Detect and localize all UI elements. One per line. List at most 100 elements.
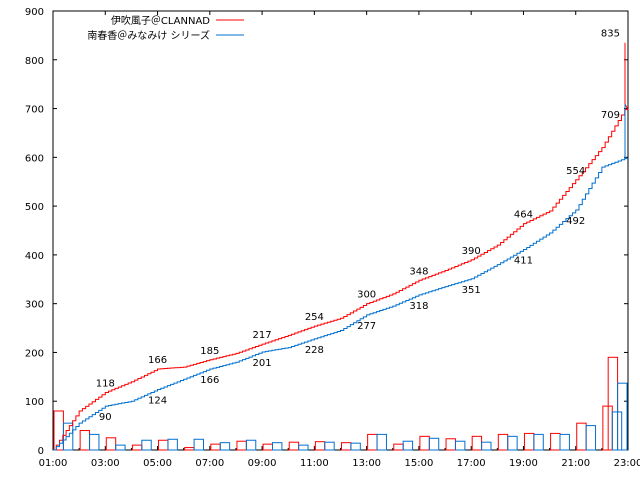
hourly-bar xyxy=(523,432,535,451)
hourly-bar xyxy=(193,438,205,451)
hourly-bar xyxy=(402,440,414,451)
data-label: 90 xyxy=(99,412,112,423)
y-tick-label: 300 xyxy=(25,300,44,311)
cumulative-lines xyxy=(53,42,629,451)
hourly-bar xyxy=(428,437,440,451)
x-tick-label: 17:00 xyxy=(457,458,486,469)
hourly-bar xyxy=(559,433,570,451)
hourly-bar xyxy=(272,442,283,451)
data-label: 166 xyxy=(200,375,219,386)
hourly-bar xyxy=(607,356,619,451)
data-labels: 118 166 185 217 254 300 348 390 464 554 835 90 124 16… xyxy=(96,29,620,423)
data-label: 464 xyxy=(514,210,533,221)
data-label: 348 xyxy=(409,266,428,277)
y-tick-label: 700 xyxy=(25,105,44,116)
legend: 伊吹風子＠CLANNAD 南春香＠みなみけ シリーズ xyxy=(87,14,244,42)
data-label: 835 xyxy=(601,29,620,40)
hourly-bar xyxy=(393,443,404,451)
data-label: 277 xyxy=(357,321,376,332)
hourly-bar xyxy=(341,442,352,451)
hourly-bar xyxy=(89,433,100,451)
hourly-bar xyxy=(602,405,613,451)
data-label: 254 xyxy=(305,312,324,323)
x-tick-label: 05:00 xyxy=(143,458,172,469)
hourly-bar xyxy=(445,438,456,451)
hourly-bar xyxy=(471,435,483,451)
y-tick-label: 0 xyxy=(38,446,44,457)
y-tick-label: 100 xyxy=(25,397,44,408)
y-tick-label: 900 xyxy=(25,7,44,18)
hourly-bar xyxy=(79,429,91,451)
data-label: 709 xyxy=(601,110,620,121)
legend-label: 伊吹風子＠CLANNAD xyxy=(111,14,210,27)
y-tick-label: 800 xyxy=(25,56,44,67)
y-tick-label: 500 xyxy=(25,202,44,213)
y-tick-label: 600 xyxy=(25,153,44,164)
x-tick-label: 15:00 xyxy=(404,458,433,469)
hourly-bar xyxy=(219,442,231,451)
hourly-bar xyxy=(53,410,64,451)
hourly-bar xyxy=(481,441,492,451)
hourly-bar xyxy=(324,441,335,451)
hourly-bar xyxy=(62,422,74,451)
hourly-bar xyxy=(585,425,597,451)
hourly-bar xyxy=(210,443,221,451)
hourly-bar xyxy=(141,439,152,451)
y-tick-label: 200 xyxy=(25,348,44,359)
series-line-2 xyxy=(53,104,629,451)
y-tick-label: 400 xyxy=(25,251,44,262)
hourly-bar xyxy=(115,444,126,451)
axes: 0 100 200 300 400 500 600 700 800 900 01:00 03:00 05… xyxy=(25,7,640,469)
x-tick-label: 11:00 xyxy=(300,458,329,469)
hourly-bar xyxy=(314,441,326,451)
data-label: 411 xyxy=(514,256,533,267)
hourly-bar xyxy=(131,444,143,451)
x-tick-label: 01:00 xyxy=(39,458,68,469)
hourly-bars xyxy=(53,356,628,451)
hourly-bar xyxy=(507,435,518,451)
hourly-bar xyxy=(184,447,195,451)
hourly-bar xyxy=(617,382,628,451)
hourly-bar xyxy=(419,435,430,451)
series-line-1 xyxy=(53,42,629,451)
hourly-bar xyxy=(298,444,309,451)
hourly-bar xyxy=(158,439,169,451)
hourly-bar xyxy=(533,433,544,451)
x-tick-label: 03:00 xyxy=(91,458,120,469)
x-tick-label: 13:00 xyxy=(352,458,381,469)
data-label: 390 xyxy=(462,246,481,257)
hourly-bar xyxy=(376,433,387,451)
plot-frame xyxy=(52,10,629,451)
data-label: 118 xyxy=(96,378,115,389)
data-label: 318 xyxy=(409,301,428,312)
data-label: 124 xyxy=(148,396,167,407)
hourly-bar xyxy=(497,433,509,451)
x-tick-label: 23:00 xyxy=(614,458,640,469)
data-label: 201 xyxy=(253,358,272,369)
data-label: 554 xyxy=(566,166,585,177)
hourly-bar xyxy=(236,440,247,451)
hourly-bar xyxy=(167,438,178,451)
hourly-bar xyxy=(367,433,378,451)
x-tick-label: 09:00 xyxy=(248,458,277,469)
hourly-bar xyxy=(262,443,274,451)
hourly-bar xyxy=(105,437,117,451)
x-tick-label: 21:00 xyxy=(561,458,590,469)
hourly-bar xyxy=(245,439,257,451)
data-label: 217 xyxy=(253,330,272,341)
data-label: 492 xyxy=(566,216,585,227)
hourly-bar xyxy=(454,440,466,451)
data-label: 228 xyxy=(305,345,324,356)
hourly-bar xyxy=(611,411,623,451)
data-label: 351 xyxy=(462,285,481,296)
x-tick-label: 07:00 xyxy=(195,458,224,469)
data-label: 185 xyxy=(200,346,219,357)
data-label: 166 xyxy=(148,355,167,366)
hourly-bar xyxy=(550,432,561,451)
hourly-bar xyxy=(576,422,587,451)
hourly-bar xyxy=(350,442,361,451)
hourly-bar xyxy=(288,441,300,451)
data-label: 300 xyxy=(357,290,376,301)
legend-label: 南春香＠みなみけ シリーズ xyxy=(87,29,210,42)
